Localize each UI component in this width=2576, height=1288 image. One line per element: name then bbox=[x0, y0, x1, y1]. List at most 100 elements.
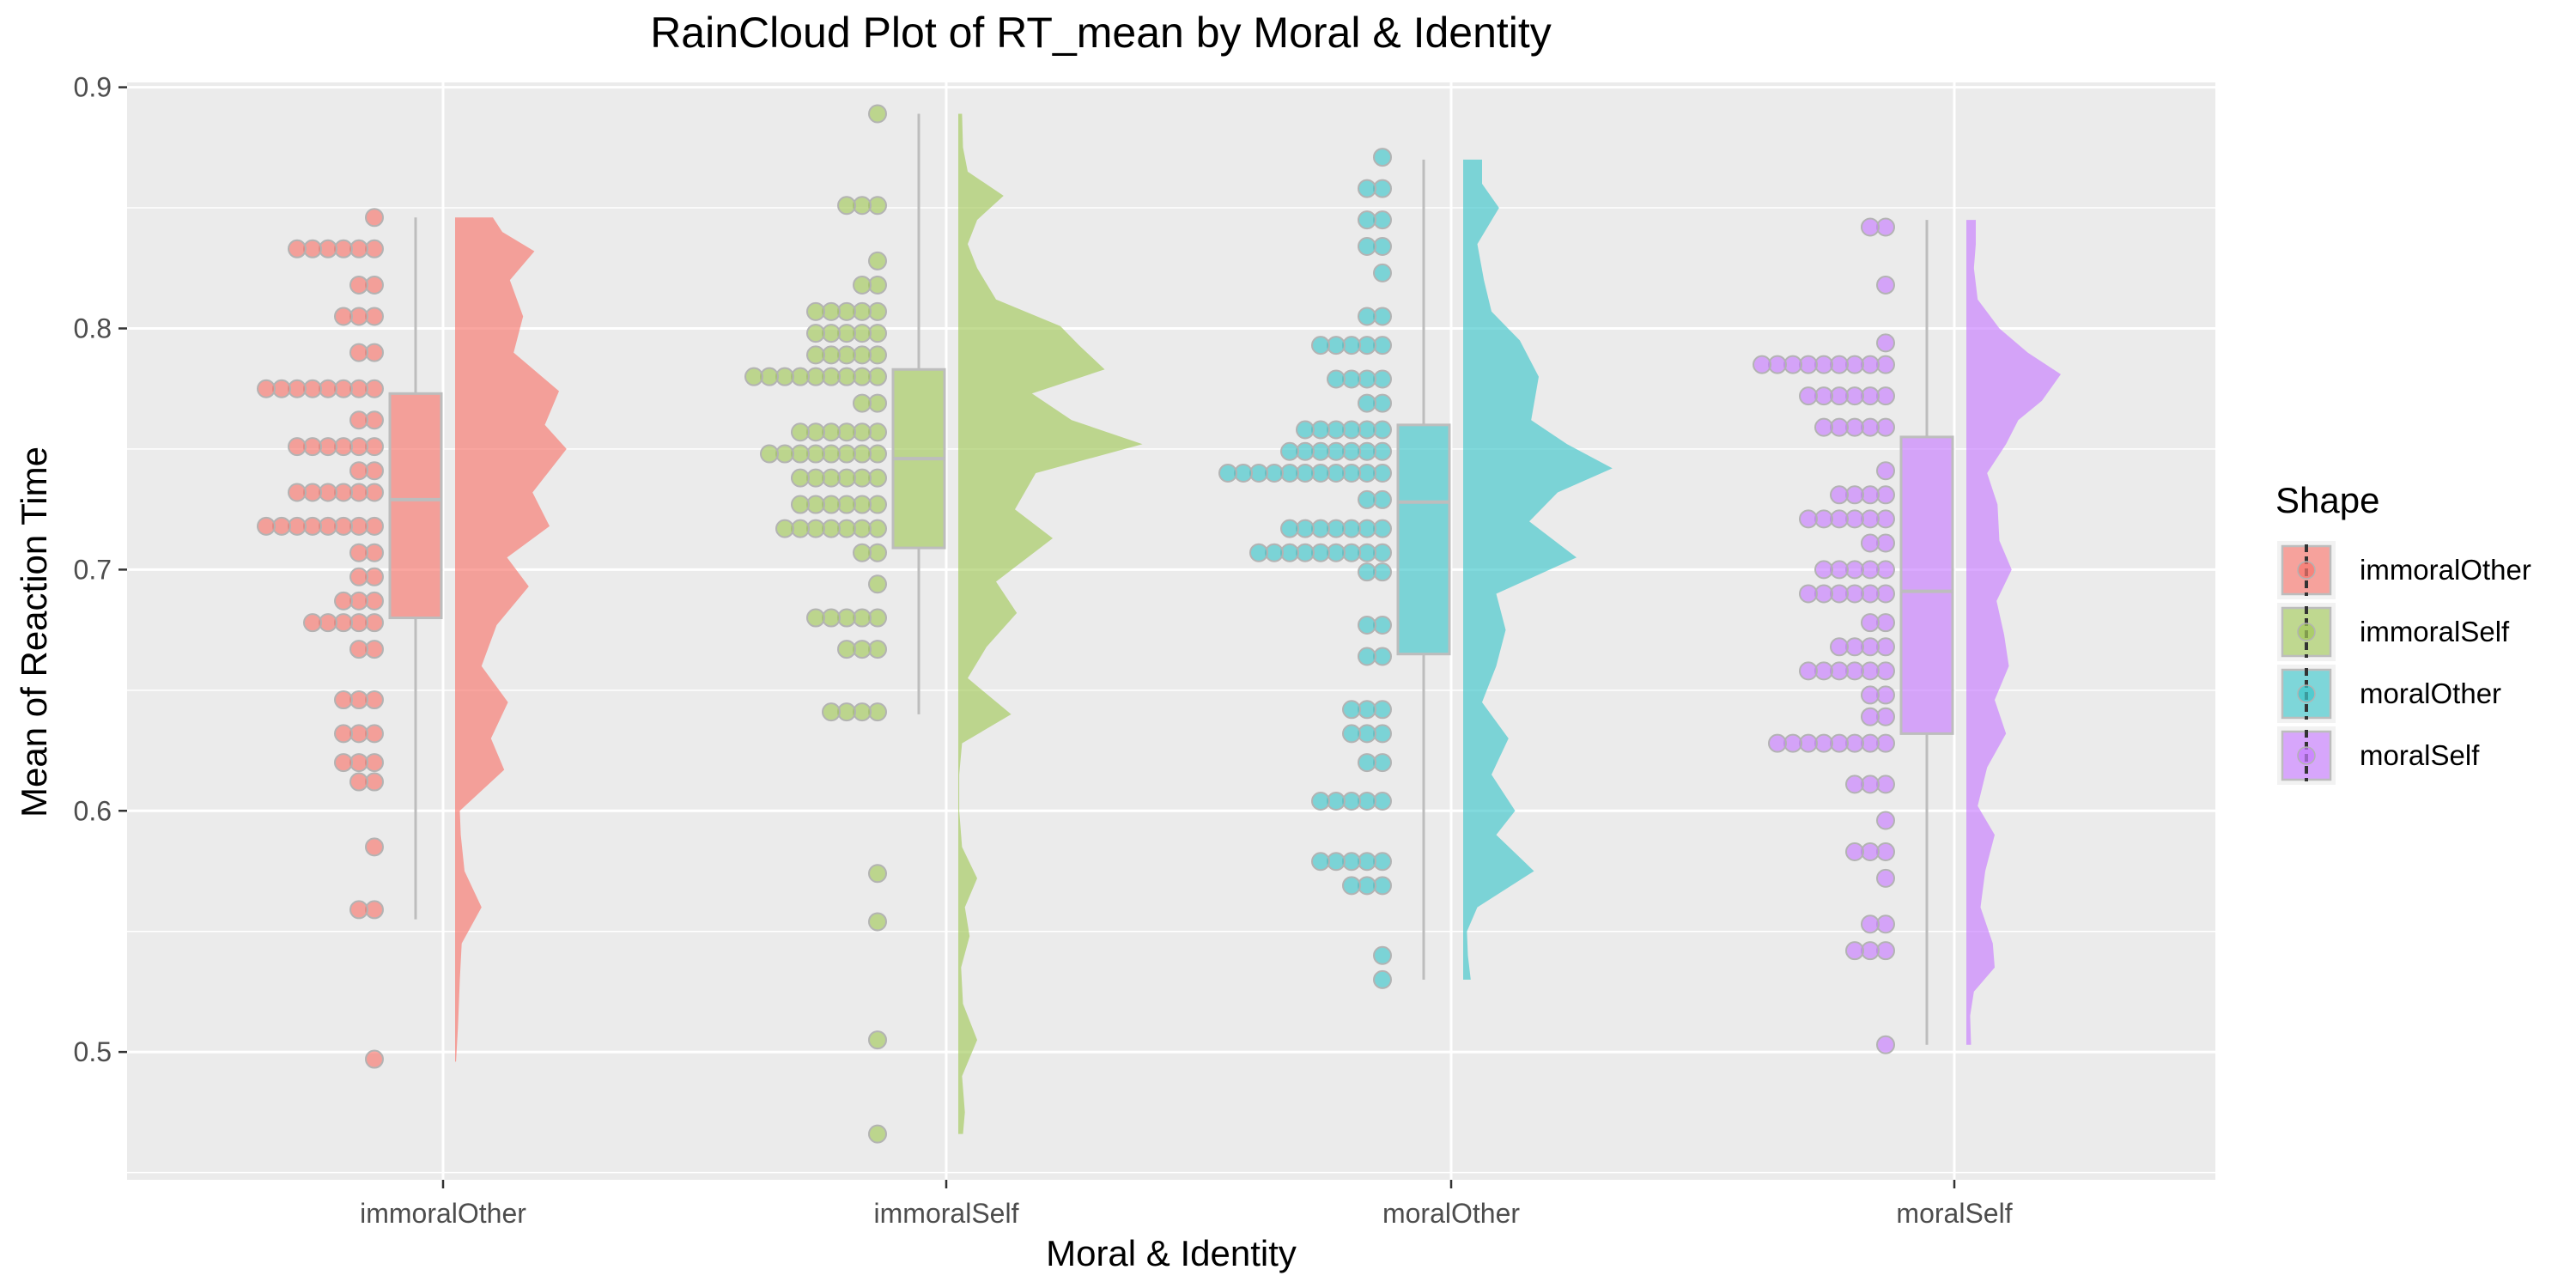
data-point bbox=[868, 251, 887, 270]
data-point bbox=[1373, 263, 1392, 283]
series-moralSelf bbox=[1753, 217, 2061, 1054]
data-layer bbox=[257, 104, 2061, 1144]
data-point bbox=[1876, 333, 1895, 353]
data-point bbox=[1327, 369, 1346, 389]
y-tick-label: 0.7 bbox=[74, 554, 112, 585]
data-point bbox=[334, 591, 353, 611]
data-point bbox=[1876, 868, 1895, 888]
data-point bbox=[349, 640, 368, 659]
data-point bbox=[791, 422, 810, 442]
data-point bbox=[288, 437, 307, 457]
x-axis-title: Moral & Identity bbox=[1046, 1233, 1297, 1273]
data-point bbox=[853, 543, 872, 562]
data-point bbox=[1799, 584, 1818, 604]
x-axis: immoralOther immoralSelf moralOther moralSe… bbox=[360, 1180, 2013, 1229]
data-point bbox=[1280, 441, 1299, 461]
legend-item-immoralOther: immoralOther bbox=[2277, 541, 2531, 599]
data-point bbox=[334, 690, 353, 710]
data-point bbox=[837, 640, 856, 659]
y-tick-label: 0.9 bbox=[74, 72, 112, 103]
data-point bbox=[775, 519, 794, 538]
data-point bbox=[1845, 842, 1864, 862]
data-point bbox=[1830, 637, 1849, 657]
data-point bbox=[1218, 464, 1237, 483]
data-point bbox=[1358, 562, 1376, 582]
data-point bbox=[1876, 1035, 1895, 1054]
data-point bbox=[1768, 733, 1787, 753]
data-point bbox=[868, 1030, 887, 1050]
data-point bbox=[349, 461, 368, 481]
data-point bbox=[1373, 148, 1392, 167]
density-cloud bbox=[455, 217, 567, 1062]
data-point bbox=[1311, 852, 1330, 872]
legend: Shape immoralOther immoralSelf moralOther m… bbox=[2275, 480, 2531, 785]
data-point bbox=[1799, 509, 1818, 529]
data-point bbox=[1876, 275, 1895, 295]
data-point bbox=[349, 900, 368, 920]
data-point bbox=[868, 864, 887, 884]
box-iqr bbox=[1396, 423, 1451, 656]
data-point bbox=[349, 772, 368, 792]
data-point bbox=[822, 702, 841, 722]
data-point bbox=[1280, 519, 1299, 538]
data-point bbox=[334, 753, 353, 773]
series-immoralOther bbox=[257, 208, 567, 1069]
legend-dot bbox=[2297, 746, 2316, 765]
y-tick-label: 0.6 bbox=[74, 795, 112, 826]
data-point bbox=[1861, 914, 1880, 934]
density-cloud bbox=[1463, 159, 1613, 980]
data-point bbox=[365, 1049, 384, 1069]
data-point bbox=[1358, 489, 1376, 509]
legend-dot bbox=[2297, 561, 2316, 580]
data-point bbox=[349, 343, 368, 362]
data-point bbox=[288, 483, 307, 502]
data-point bbox=[1358, 210, 1376, 230]
data-point bbox=[853, 393, 872, 413]
data-point bbox=[806, 345, 825, 365]
data-point bbox=[791, 495, 810, 514]
data-point bbox=[1753, 355, 1771, 374]
density-cloud bbox=[958, 113, 1143, 1134]
data-point bbox=[1342, 876, 1361, 896]
data-point bbox=[1814, 560, 1833, 580]
legend-label: moralSelf bbox=[2360, 739, 2480, 771]
y-tick-label: 0.8 bbox=[74, 313, 112, 343]
data-point bbox=[288, 239, 307, 258]
data-point bbox=[806, 324, 825, 343]
data-point bbox=[868, 912, 887, 932]
data-point bbox=[1861, 613, 1880, 633]
data-point bbox=[349, 275, 368, 295]
data-point bbox=[868, 104, 887, 124]
box-iqr bbox=[1899, 435, 1954, 735]
data-point bbox=[868, 1124, 887, 1144]
data-point bbox=[760, 444, 779, 464]
x-tick-label: moralSelf bbox=[1896, 1198, 2012, 1229]
data-point bbox=[334, 307, 353, 326]
data-point bbox=[1845, 941, 1864, 961]
x-tick-label: immoralOther bbox=[360, 1198, 526, 1229]
data-point bbox=[1876, 461, 1895, 481]
data-point bbox=[1342, 700, 1361, 720]
data-point bbox=[806, 608, 825, 628]
series-moralOther bbox=[1218, 148, 1613, 989]
data-point bbox=[1249, 543, 1268, 562]
data-point bbox=[257, 379, 276, 398]
legend-item-moralOther: moralOther bbox=[2277, 665, 2501, 723]
data-point bbox=[334, 724, 353, 744]
data-point bbox=[257, 516, 276, 536]
data-point bbox=[1876, 811, 1895, 830]
legend-item-immoralSelf: immoralSelf bbox=[2277, 603, 2510, 661]
data-point bbox=[1845, 775, 1864, 794]
data-point bbox=[1358, 393, 1376, 413]
data-point bbox=[1830, 485, 1849, 505]
data-point bbox=[1311, 792, 1330, 811]
data-point bbox=[1358, 307, 1376, 326]
y-axis-title: Mean of Reaction Time bbox=[14, 447, 54, 817]
data-point bbox=[349, 543, 368, 562]
data-point bbox=[349, 567, 368, 586]
data-point bbox=[806, 301, 825, 321]
legend-label: immoralSelf bbox=[2360, 616, 2510, 647]
density-cloud bbox=[1966, 220, 2061, 1045]
data-point bbox=[853, 275, 872, 295]
